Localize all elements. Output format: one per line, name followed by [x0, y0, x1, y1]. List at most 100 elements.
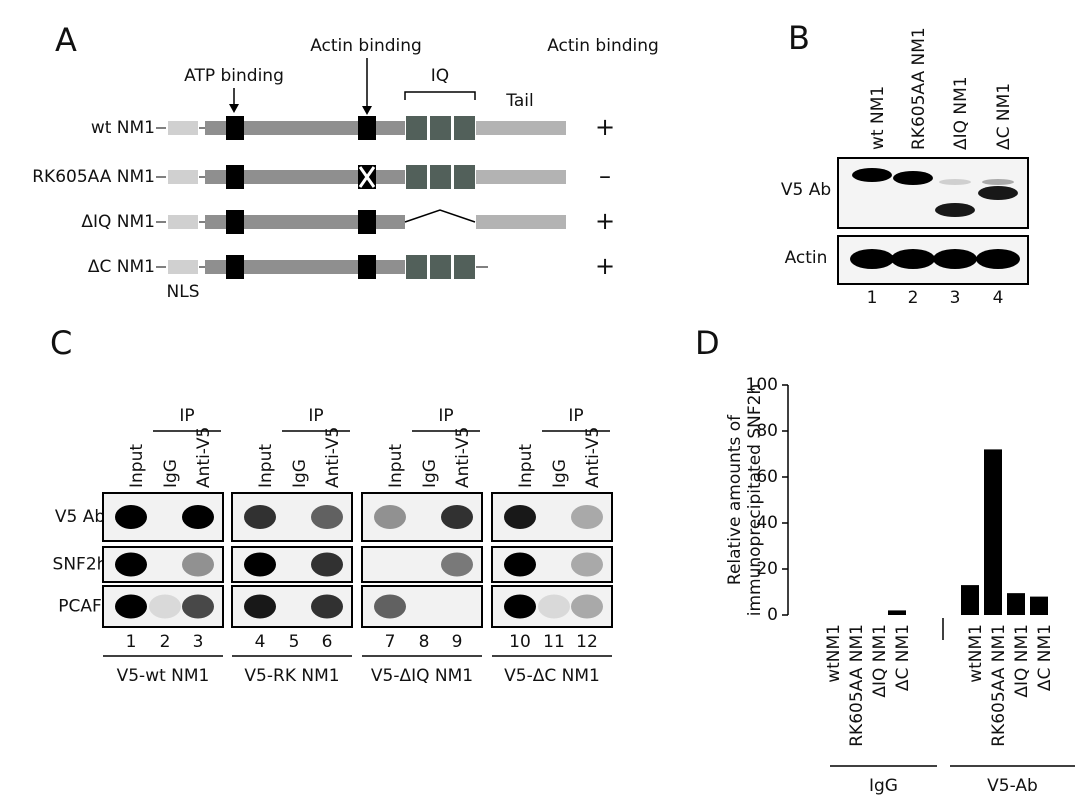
- head-domain: [205, 260, 405, 274]
- column-label: IgG: [420, 459, 440, 488]
- x-tick-label: RK605AA NM1: [989, 624, 1009, 747]
- band: [311, 594, 343, 619]
- annotation: IQ: [431, 66, 449, 86]
- row-label: SNF2h: [53, 555, 108, 575]
- lane-number: 6: [322, 632, 333, 652]
- band: [441, 505, 473, 529]
- lane-number: 11: [543, 632, 565, 652]
- column-label: IgG: [290, 459, 310, 488]
- head-domain: [205, 215, 405, 229]
- iq-motif: [430, 116, 451, 140]
- band: [504, 505, 536, 529]
- column-label: Anti-V5: [583, 427, 603, 488]
- band: [850, 249, 894, 269]
- iq-motif: [406, 165, 427, 189]
- band: [504, 594, 536, 619]
- band: [933, 249, 977, 269]
- band: [935, 203, 975, 217]
- y-tick-label: 40: [756, 513, 778, 533]
- band: [441, 552, 473, 577]
- band: [311, 552, 343, 577]
- annotation: ATP binding: [184, 66, 284, 86]
- band: [244, 552, 276, 577]
- bar: [961, 585, 979, 615]
- lane-label: ΔIQ NM1: [951, 76, 971, 150]
- band: [538, 594, 570, 619]
- x-tick-label: wtNM1: [824, 624, 844, 683]
- nls-domain: [168, 121, 198, 135]
- iq-motif: [430, 165, 451, 189]
- ip-label: IP: [568, 406, 583, 426]
- bar: [1030, 596, 1048, 615]
- y-tick-label: 20: [756, 559, 778, 579]
- result: +: [595, 207, 615, 235]
- nls-domain: [168, 215, 198, 229]
- ip-label: IP: [438, 406, 453, 426]
- panel-label: B: [788, 19, 810, 57]
- panel-label: D: [695, 324, 720, 362]
- column-label: Input: [127, 444, 147, 488]
- lane-number: 10: [509, 632, 531, 652]
- panel-label: C: [50, 324, 72, 362]
- blot-name: V5-RK NM1: [244, 666, 339, 686]
- bar: [984, 449, 1002, 615]
- column-label: Anti-V5: [194, 427, 214, 488]
- lane-number: 5: [289, 632, 300, 652]
- tail-domain: [476, 215, 566, 229]
- bracket: [404, 91, 476, 100]
- row-label: Actin: [785, 248, 828, 268]
- annotation: Actin binding: [547, 36, 659, 56]
- annotation: Actin binding: [310, 36, 422, 56]
- band: [182, 505, 214, 529]
- iq-motif: [454, 116, 475, 140]
- result: +: [595, 113, 615, 141]
- actin-site: [358, 255, 376, 279]
- atp-site: [226, 210, 244, 234]
- lane-number: 4: [993, 288, 1004, 308]
- nls-domain: [168, 170, 198, 184]
- iq-motif: [406, 255, 427, 279]
- band: [374, 505, 406, 529]
- ip-label: IP: [179, 406, 194, 426]
- lane-number: 4: [255, 632, 266, 652]
- band: [374, 594, 406, 619]
- bar: [888, 610, 906, 615]
- panel-label: A: [55, 21, 77, 59]
- lane-label: RK605AA NM1: [909, 27, 929, 150]
- lane-number: 7: [385, 632, 396, 652]
- y-axis-label: Relative amounts of: [725, 414, 745, 585]
- lane-number: 1: [126, 632, 137, 652]
- x-tick-label: ΔC NM1: [1035, 624, 1055, 691]
- x-tick-label: RK605AA NM1: [847, 624, 867, 747]
- band: [311, 505, 343, 529]
- blot-name: V5-ΔC NM1: [504, 666, 600, 686]
- tail-domain: [476, 121, 566, 135]
- annotation: Tail: [505, 91, 533, 111]
- lane-number: 3: [950, 288, 961, 308]
- band: [182, 594, 214, 619]
- row-label: V5 Ab: [55, 507, 105, 527]
- column-label: Anti-V5: [323, 427, 343, 488]
- band: [115, 594, 147, 619]
- group-label: V5-Ab: [987, 776, 1038, 796]
- band: [571, 505, 603, 529]
- lane-number: 3: [193, 632, 204, 652]
- x-tick-label: wtNM1: [966, 624, 986, 683]
- x-tick-label: ΔC NM1: [893, 624, 913, 691]
- band: [939, 179, 971, 185]
- lane-number: 2: [908, 288, 919, 308]
- band: [182, 552, 214, 577]
- construct-name: ΔC NM1: [88, 257, 155, 277]
- iq-motif: [454, 165, 475, 189]
- band: [891, 249, 935, 269]
- column-label: Input: [386, 444, 406, 488]
- blot: [361, 492, 483, 542]
- ip-label: IP: [308, 406, 323, 426]
- result: +: [595, 252, 615, 280]
- deletion: [404, 209, 476, 223]
- column-label: Input: [516, 444, 536, 488]
- lane-number: 2: [160, 632, 171, 652]
- construct-name: wt NM1: [91, 118, 155, 138]
- band: [978, 186, 1018, 200]
- band: [244, 594, 276, 619]
